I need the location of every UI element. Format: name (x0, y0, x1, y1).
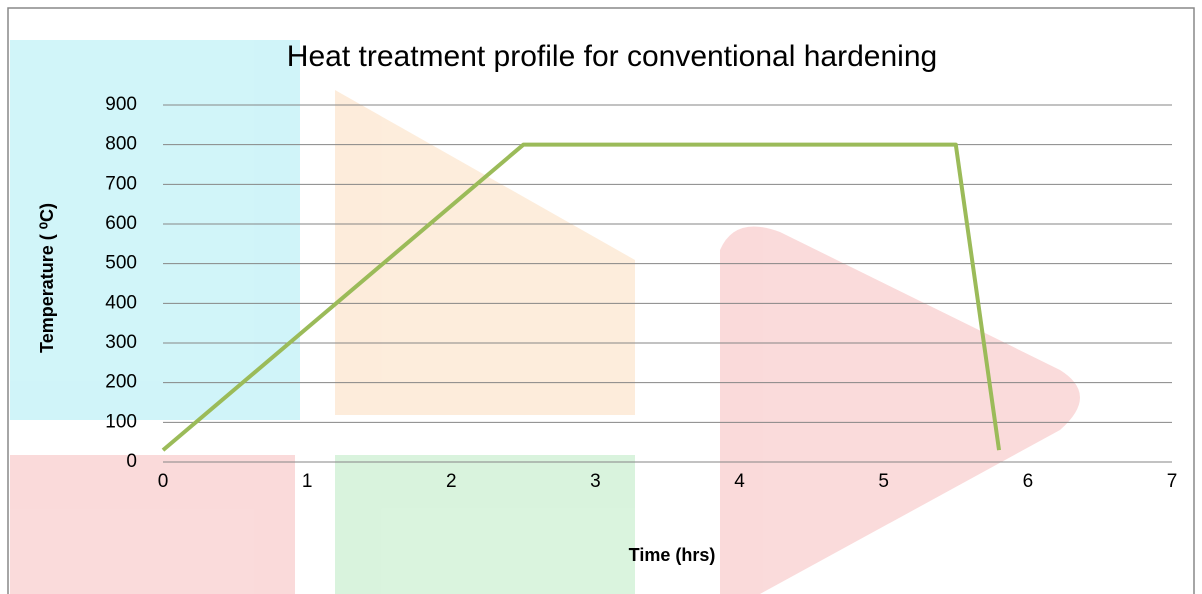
y-tick-label: 500 (105, 253, 137, 274)
y-tick-label: 300 (105, 332, 137, 353)
y-axis-title: Temperature ( ⁰C) (37, 203, 57, 353)
y-tick-label: 700 (105, 173, 137, 194)
y-tick-label: 900 (105, 94, 137, 115)
y-tick-label: 600 (105, 213, 137, 234)
x-tick-label: 4 (734, 471, 745, 492)
x-tick-label: 5 (878, 471, 889, 492)
y-tick-label: 200 (105, 372, 137, 393)
x-tick-label: 0 (158, 471, 169, 492)
x-tick-label: 3 (590, 471, 601, 492)
x-axis-title: Time (hrs) (629, 545, 716, 565)
chart-title: Heat treatment profile for conventional … (287, 40, 937, 73)
watermark (10, 40, 1080, 594)
x-tick-label: 2 (446, 471, 457, 492)
y-tick-label: 800 (105, 134, 137, 155)
y-tick-label: 400 (105, 292, 137, 313)
x-tick-label: 7 (1167, 471, 1178, 492)
y-tick-label: 0 (126, 451, 137, 472)
x-tick-label: 6 (1023, 471, 1034, 492)
y-tick-label: 100 (105, 411, 137, 432)
chart: Heat treatment profile for conventional … (0, 0, 1202, 594)
x-tick-label: 1 (302, 471, 313, 492)
